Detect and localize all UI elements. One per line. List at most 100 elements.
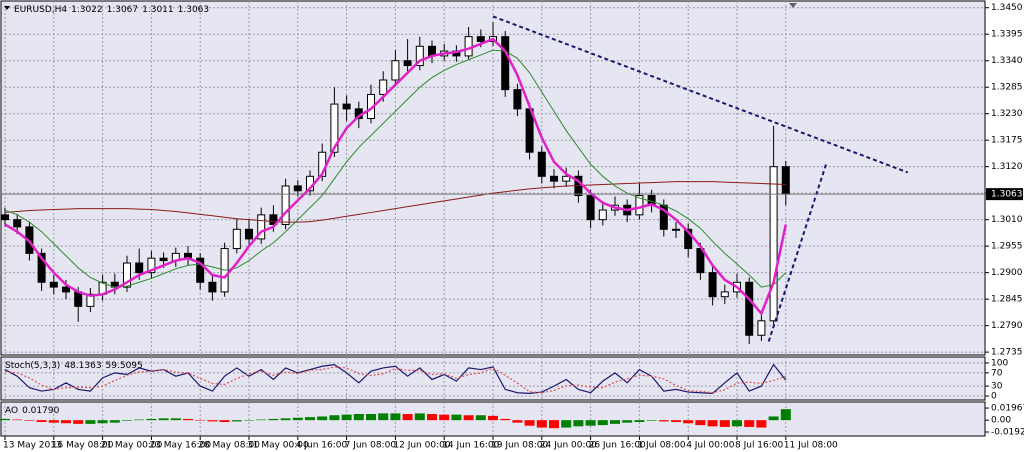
y-tick-label: 1.3450	[991, 3, 1023, 13]
y-tick-label: 1.3340	[991, 56, 1023, 66]
candle-body	[330, 103, 339, 153]
ao-bar	[353, 414, 364, 421]
candle-body	[37, 252, 46, 283]
y-tick-label: 1.3010	[991, 215, 1023, 225]
ao-bar	[219, 420, 230, 423]
ao-bar	[36, 420, 47, 423]
y-tick-label: 1.3120	[991, 162, 1023, 172]
ao-bar	[61, 420, 71, 424]
ao-bar	[329, 415, 340, 421]
ao-bar	[524, 420, 535, 426]
panel-header: Stoch(5,3,3) 48.1363 59.5095	[5, 361, 143, 371]
candle-body	[13, 219, 22, 228]
x-tick-label: 13 May 2013	[3, 441, 62, 451]
x-tick-label: 26 Jun 16:00	[589, 441, 646, 451]
candle-body	[196, 257, 205, 283]
y-tick-label: 1.3175	[991, 136, 1023, 146]
moving-average	[4, 181, 786, 223]
candle-body	[672, 228, 680, 231]
candle-body	[550, 175, 558, 182]
candle-body	[745, 281, 754, 336]
x-tick-label: 12 Jun 00:00	[393, 441, 450, 451]
ao-bar	[622, 420, 633, 423]
ao-bar	[24, 420, 35, 421]
candle-body	[476, 36, 485, 42]
candle-body	[49, 281, 58, 288]
candle-body	[501, 36, 510, 91]
x-tick-label: 31 May 00:00	[247, 441, 309, 451]
candle-body	[562, 175, 571, 182]
ao-bar	[573, 420, 584, 427]
candle-body	[769, 166, 778, 322]
ao-bar	[707, 420, 718, 427]
ao-bar	[451, 414, 462, 421]
candle-body	[293, 185, 302, 192]
ao-bar	[97, 420, 108, 424]
candle-body	[415, 45, 424, 67]
ao-bar	[122, 420, 132, 421]
candle-body	[1, 214, 9, 221]
candle-body	[281, 185, 290, 225]
header-value: 59.5095	[106, 361, 143, 371]
ao-bar	[305, 417, 315, 421]
candle-body	[696, 248, 705, 274]
panel-title: EURUSD,H4	[14, 5, 67, 15]
x-tick-label: 4 Jun 16:00	[296, 441, 348, 451]
trendline	[492, 15, 909, 174]
ao-bar	[500, 418, 511, 421]
candle-body	[781, 166, 790, 195]
ao-bar	[146, 418, 157, 421]
ao-bar	[292, 417, 303, 421]
header-value: 1.3022	[71, 5, 103, 15]
ao-bar	[597, 420, 608, 426]
panel-title: Stoch(5,3,3)	[5, 361, 60, 371]
ao-bar	[744, 420, 755, 427]
ao-bar	[439, 414, 450, 421]
ao-bar	[768, 416, 779, 421]
y-tick-label: 70	[991, 368, 1003, 378]
ao-bar	[12, 419, 23, 421]
ao-bar	[366, 414, 376, 421]
candle-body	[62, 286, 70, 293]
ao-bar	[658, 420, 669, 422]
stoch-line	[4, 366, 786, 394]
ao-bar	[463, 415, 474, 421]
candle-body	[269, 214, 278, 225]
ao-bar	[195, 420, 206, 421]
candle-body	[159, 257, 168, 262]
x-tick-label: 8 Jul 16:00	[735, 441, 784, 451]
y-tick-label: 1.2900	[991, 268, 1023, 278]
candle-body	[513, 89, 522, 110]
ao-bar	[73, 420, 84, 424]
ao-bar	[244, 420, 254, 421]
x-tick-label: 28 May 08:00	[198, 441, 260, 451]
candle-body	[135, 262, 144, 274]
candle-body	[720, 291, 729, 298]
ao-bar	[683, 420, 694, 424]
ao-bar	[732, 420, 742, 427]
candle-body	[586, 195, 595, 221]
y-tick-label: 1.2845	[991, 295, 1023, 305]
ao-bar	[756, 420, 767, 428]
y-tick-label: 0.00	[991, 416, 1011, 426]
ao-bar	[780, 409, 791, 421]
y-tick-label: 1.2955	[991, 242, 1023, 252]
candle-body	[86, 293, 95, 307]
candle-body	[635, 195, 644, 216]
ao-bar	[183, 418, 193, 421]
panel-header: EURUSD,H4 1.3022 1.3067 1.3011 1.3063	[14, 5, 209, 15]
ao-bar	[427, 414, 437, 421]
y-tick-label: 1.2790	[991, 321, 1023, 331]
moving-average	[4, 49, 787, 288]
ao-bar	[671, 420, 681, 423]
header-value: 1.3067	[107, 5, 139, 15]
ao-bar	[561, 420, 572, 428]
stoch-line	[4, 363, 787, 394]
ao-bar	[719, 420, 730, 427]
ao-bar	[0, 418, 10, 421]
candle-body	[147, 257, 156, 274]
ao-bar	[585, 420, 596, 426]
ao-bar	[512, 420, 523, 423]
